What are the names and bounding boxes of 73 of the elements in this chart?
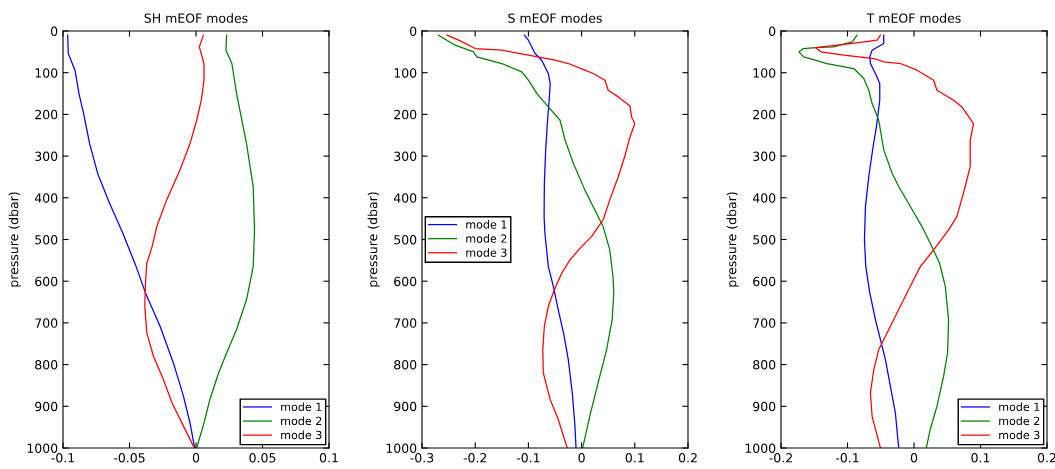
y-tick-label: 600 (394, 276, 417, 287)
y-tick-label: 1000 (745, 443, 776, 453)
line-series (144, 34, 205, 448)
y-tick-label: 600 (35, 276, 58, 287)
line-series (437, 34, 615, 448)
y-tick-label: 200 (753, 109, 776, 120)
legend-label: mode 3 (999, 430, 1040, 440)
x-tick-label: 0.2 (678, 453, 697, 463)
y-tick-label: 900 (35, 401, 58, 412)
y-tick-label: 400 (752, 193, 776, 203)
x-tick-label: 0 (578, 453, 585, 463)
y-tick-label: 800 (394, 360, 417, 370)
y-tick-label: 200 (35, 109, 58, 120)
x-tick-label: 0.1 (971, 453, 990, 463)
x-tick-label: -0.2 (769, 453, 792, 463)
x-tick-label: 0.05 (249, 453, 276, 463)
x-tick-label: -0.3 (410, 453, 434, 463)
y-tick-label: 500 (35, 234, 58, 245)
y-tick-label: 100 (35, 68, 58, 78)
legend-label: mode 2 (999, 416, 1040, 426)
line-series (863, 34, 900, 448)
x-tick-label: -0.1 (516, 453, 540, 463)
x-tick-label: -0.2 (463, 453, 487, 463)
y-tick-label: 100 (753, 68, 776, 78)
y-tick-label: 900 (394, 401, 417, 412)
y-tick-label: 0 (769, 26, 776, 36)
chart-title: SH mEOF modes (144, 13, 248, 23)
y-tick-label: 700 (753, 318, 776, 328)
legend-label: mode 3 (466, 248, 507, 257)
y-tick-label: 500 (753, 234, 776, 245)
line-series (798, 34, 950, 448)
y-axis-title: pressure (dbar) (8, 192, 21, 287)
legend-label: mode 3 (281, 430, 322, 440)
line-series (814, 34, 975, 448)
y-tick-label: 1000 (27, 443, 58, 453)
y-tick-label: 800 (753, 360, 776, 370)
chart-title: T mEOF modes (866, 13, 961, 23)
legend-label: mode 1 (999, 402, 1040, 412)
y-tick-label: 600 (753, 276, 776, 287)
y-tick-label: 0 (51, 26, 58, 36)
y-tick-label: 500 (394, 234, 417, 245)
y-tick-label: 700 (394, 318, 417, 328)
y-tick-label: 400 (34, 193, 58, 203)
y-tick-label: 700 (35, 318, 58, 328)
y-tick-label: 300 (35, 151, 58, 162)
y-tick-label: 400 (393, 193, 417, 203)
y-axis-title: pressure (dbar) (367, 192, 380, 287)
x-tick-label: 0 (910, 453, 918, 463)
y-tick-label: 300 (753, 151, 776, 162)
legend-label: mode 1 (466, 220, 507, 229)
line-series (67, 34, 196, 448)
line-series (446, 34, 636, 448)
y-tick-label: 200 (394, 109, 417, 120)
x-tick-label: 0 (192, 453, 200, 463)
y-tick-label: 900 (753, 401, 776, 412)
chart-title: S mEOF modes (508, 13, 602, 23)
y-tick-label: 300 (394, 151, 417, 162)
x-tick-label: -0.05 (113, 453, 145, 463)
legend-label: mode 2 (466, 234, 507, 243)
y-tick-label: 800 (35, 360, 58, 370)
x-tick-label: 0.1 (319, 453, 338, 463)
x-tick-label: 0.2 (1037, 453, 1055, 463)
line-series (196, 34, 256, 448)
x-tick-label: -0.1 (51, 453, 75, 463)
x-tick-label: 0.1 (625, 453, 644, 463)
y-axis-title: pressure (dbar) (726, 192, 739, 287)
y-tick-label: 0 (410, 26, 417, 36)
legend-label: mode 2 (281, 416, 322, 426)
y-tick-label: 100 (394, 68, 417, 78)
line-series (523, 34, 577, 448)
x-tick-label: -0.1 (835, 453, 859, 463)
y-tick-label: 1000 (386, 443, 417, 453)
legend-label: mode 1 (281, 402, 322, 412)
